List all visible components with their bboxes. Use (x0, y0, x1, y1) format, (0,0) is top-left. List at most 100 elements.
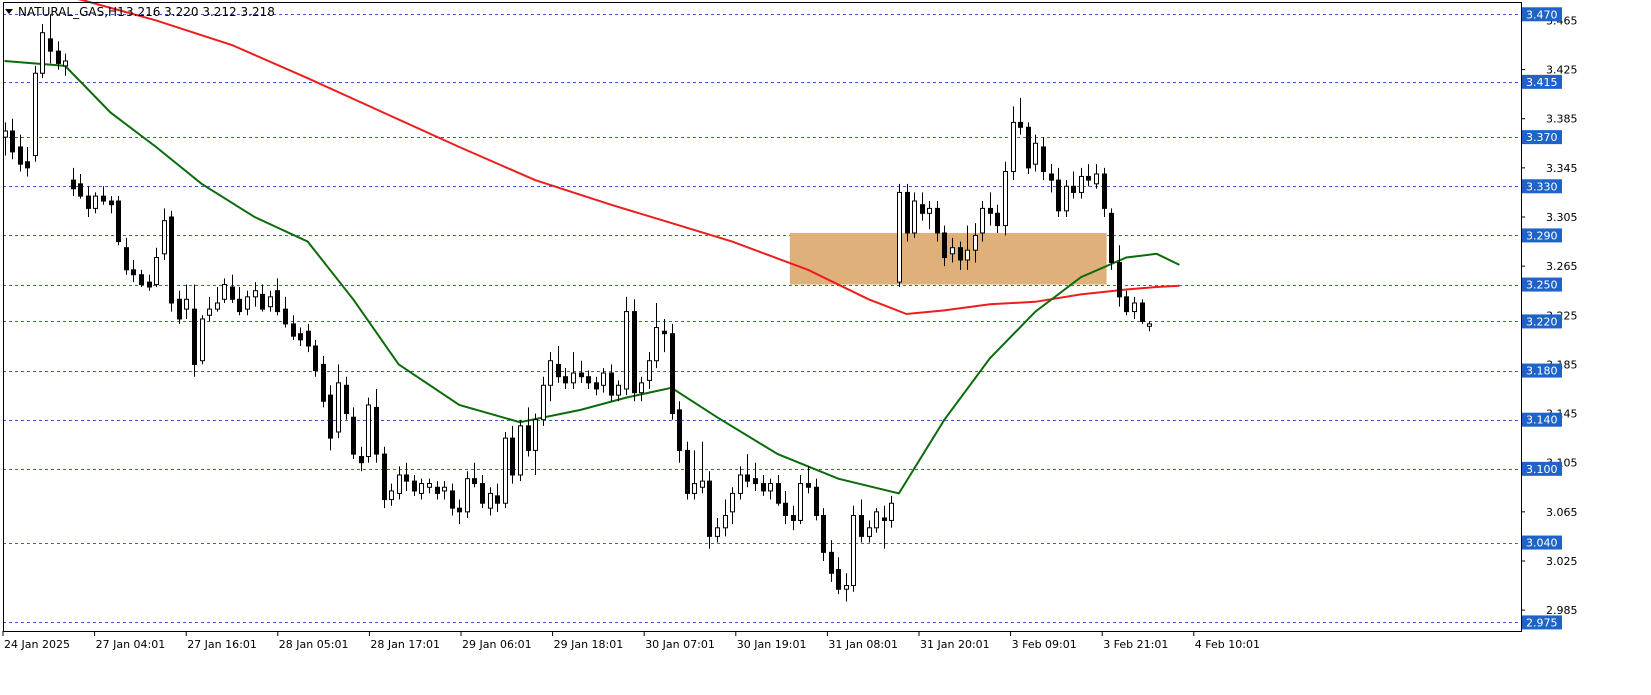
candle-body (730, 492, 735, 513)
candle-body (124, 247, 129, 271)
candle (791, 505, 796, 531)
candle (1064, 180, 1069, 217)
candle (601, 368, 606, 393)
candle-body (116, 200, 121, 243)
candle (1147, 321, 1152, 332)
time-tick-label: 29 Jan 06:01 (462, 638, 532, 651)
candle (389, 483, 394, 506)
candle-body (662, 330, 667, 335)
candle (1033, 134, 1038, 172)
candle (63, 53, 68, 76)
candle-body (1064, 185, 1069, 212)
level-tag-bg (1522, 314, 1562, 329)
candle (162, 208, 167, 260)
time-tick-label: 3 Feb 09:01 (1012, 638, 1077, 651)
candle-body (518, 425, 523, 476)
candle-body (275, 290, 280, 313)
candle-body (761, 483, 766, 492)
level-tag-bg (1522, 7, 1562, 22)
candle-body (313, 345, 318, 372)
level-tag-label: 3.220 (1526, 315, 1558, 328)
candle (707, 471, 712, 549)
candle-body (950, 247, 955, 255)
candle (397, 466, 402, 500)
candle-body (306, 330, 311, 347)
candle-body (1049, 173, 1054, 181)
price-tick-label: 3.065 (1546, 506, 1578, 519)
candle-body (988, 207, 993, 214)
candle (268, 290, 273, 312)
candle-body (328, 394, 333, 439)
candle-body (389, 490, 394, 501)
candle (1109, 208, 1114, 270)
level-tag-label: 3.040 (1526, 537, 1558, 550)
candle-body (1041, 146, 1046, 173)
candle (237, 287, 242, 316)
time-axis: 24 Jan 2025 27 Jan 04:01 27 Jan 16:01 28 Ja… (2, 631, 1260, 651)
level-tag: 3.290 (1522, 228, 1562, 243)
candle (33, 65, 38, 162)
level-tag-label: 3.370 (1526, 131, 1558, 144)
time-tick-label: 30 Jan 07:01 (645, 638, 715, 651)
time-tick-label: 31 Jan 20:01 (920, 638, 990, 651)
candle (109, 196, 114, 214)
candle-body (495, 495, 500, 504)
candle (116, 196, 121, 246)
candle-body (25, 161, 30, 169)
candle-body (63, 60, 68, 67)
candle (101, 186, 106, 205)
candle-body (1086, 175, 1091, 181)
candle (1049, 164, 1054, 193)
level-labels: 3.470 3.415 3.370 3.330 3.290 3.250 3.220 3.180… (1522, 7, 1562, 630)
candle-body (86, 195, 91, 209)
candle (1140, 299, 1145, 324)
candle (548, 352, 553, 402)
candle (685, 441, 690, 500)
candle (836, 557, 841, 595)
candle (980, 201, 985, 242)
time-tick-label: 24 Jan 2025 (4, 638, 70, 651)
candle-body (601, 372, 606, 386)
candle (1041, 137, 1046, 181)
candle-body (942, 232, 947, 259)
candle (586, 370, 591, 389)
candle-body (935, 207, 940, 234)
candle-body (654, 327, 659, 362)
candle (344, 376, 349, 420)
candle-body (814, 486, 819, 517)
candle-body (207, 308, 212, 316)
price-tick-label: 3.305 (1546, 211, 1578, 224)
candles (3, 14, 1152, 602)
price-tick-label: 3.345 (1546, 162, 1578, 175)
candle (495, 483, 500, 512)
time-tick-label: 27 Jan 16:01 (187, 638, 257, 651)
candle (920, 192, 925, 221)
candle (93, 192, 98, 214)
candle-body (768, 483, 773, 492)
candle-body (56, 50, 61, 64)
candle (624, 296, 629, 396)
time-tick-label: 29 Jan 18:01 (554, 638, 624, 651)
time-tick-label: 31 Jan 08:01 (828, 638, 898, 651)
candle-body (78, 183, 83, 197)
candle-body (192, 308, 197, 365)
candle-body (579, 372, 584, 378)
candle (147, 274, 152, 291)
candle-body (624, 311, 629, 390)
candle (48, 14, 53, 64)
candle-body (18, 146, 23, 165)
candle (654, 302, 659, 369)
candle (260, 284, 265, 312)
candle (935, 201, 940, 242)
candle (313, 339, 318, 377)
level-tag: 3.370 (1522, 130, 1562, 145)
level-tag-bg (1522, 615, 1562, 630)
candle-body (268, 296, 273, 308)
collapse-triangle-icon[interactable] (5, 9, 13, 14)
candle (905, 183, 910, 242)
candle-body (510, 437, 515, 476)
candle-body (965, 249, 970, 261)
candle (662, 318, 667, 353)
